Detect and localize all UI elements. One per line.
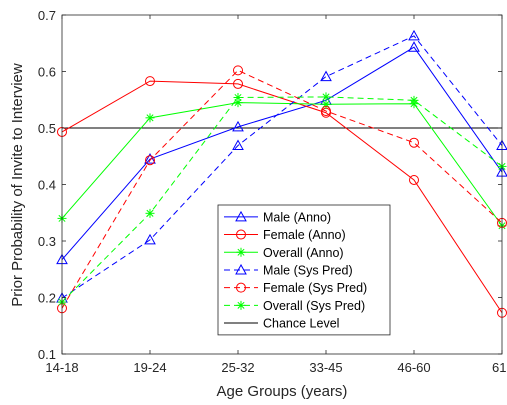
legend-label: Female (Anno) [263, 228, 346, 242]
legend-marker [235, 210, 247, 222]
x-tick-label: 14-18 [45, 360, 78, 375]
y-axis-title: Prior Probability of Invite to Interview [9, 63, 26, 307]
data-point [145, 208, 155, 218]
legend-label: Female (Sys Pred) [263, 281, 367, 295]
y-tick-label: 0.1 [38, 347, 56, 362]
series-line [61, 80, 503, 314]
series-line [61, 102, 503, 227]
legend-entry: Male (Anno) [224, 210, 331, 224]
legend-label: Overall (Anno) [263, 246, 344, 260]
legend-marker [236, 247, 246, 257]
legend-entry: Chance Level [224, 317, 339, 331]
legend-label: Chance Level [263, 317, 339, 331]
y-tick-label: 0.4 [38, 178, 56, 193]
data-point [409, 95, 419, 105]
y-tick-label: 0.7 [38, 8, 56, 23]
data-point [409, 137, 419, 148]
x-tick-label: 61+ [492, 360, 507, 375]
data-point [409, 174, 419, 185]
data-point [232, 139, 244, 151]
data-point [233, 92, 243, 102]
data-point [145, 155, 155, 166]
axis-layer: 0.1 0.2 0.3 0.4 0.5 0.6 0.7 14-18 19-24 25-32 33-4… [38, 8, 507, 375]
y-tick-label: 0.2 [38, 291, 56, 306]
legend-entry: Overall (Sys Pred) [224, 299, 365, 313]
legend-label: Male (Anno) [263, 210, 331, 224]
x-tick-label: 19-24 [133, 360, 166, 375]
legend-entry: Female (Sys Pred) [224, 281, 367, 295]
series-line [61, 35, 503, 299]
y-tick-label: 0.6 [38, 65, 56, 80]
data-point [320, 70, 332, 82]
data-point [321, 92, 331, 102]
legend-marker [236, 300, 246, 310]
data-point [233, 78, 243, 89]
legend-marker [236, 229, 246, 240]
legend-marker [236, 282, 246, 293]
legend-entry: Male (Sys Pred) [224, 263, 353, 277]
data-point [321, 99, 331, 109]
x-tick-label: 33-45 [309, 360, 342, 375]
data-point [321, 106, 331, 117]
legend-label: Male (Sys Pred) [263, 263, 353, 277]
series-line [61, 96, 503, 303]
data-point [233, 65, 243, 76]
series-line [61, 46, 503, 260]
series-line [61, 69, 503, 309]
data-point [145, 76, 155, 87]
y-tick-label: 0.3 [38, 234, 56, 249]
legend-label: Overall (Sys Pred) [263, 299, 365, 313]
data-point [408, 41, 420, 52]
y-tick-label: 0.5 [38, 121, 56, 136]
legend: Male (Anno) Female (Anno) Overall (Anno) Ma… [217, 204, 391, 336]
legend-marker [235, 263, 247, 275]
data-point [408, 29, 420, 41]
data-point [145, 113, 155, 123]
legend-entry: Female (Anno) [224, 228, 346, 242]
x-tick-label: 46-60 [397, 360, 430, 375]
x-tick-label: 25-32 [221, 360, 254, 375]
x-axis-title: Age Groups (years) [217, 383, 348, 400]
data-point [144, 233, 156, 245]
legend-entry: Overall (Anno) [224, 246, 344, 260]
data-point [144, 153, 156, 164]
data-point [232, 120, 244, 132]
